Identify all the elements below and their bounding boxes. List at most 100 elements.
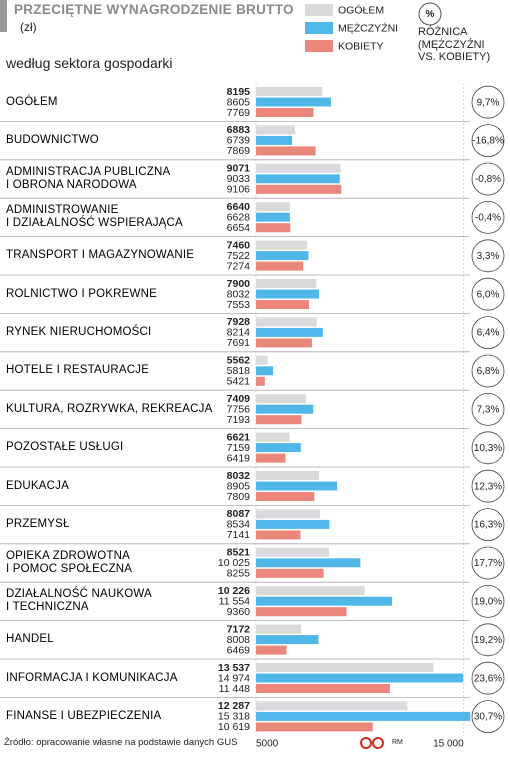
value-label: 8008 (227, 634, 251, 646)
value-label: 7553 (227, 299, 251, 311)
value-label: 7756 (227, 403, 251, 415)
difference-circle (471, 354, 505, 388)
difference-circle (471, 316, 505, 350)
bar (256, 596, 393, 606)
legend-label: MĘŻCZYŹNI (338, 21, 398, 34)
bar (256, 338, 312, 348)
value-label: 7691 (227, 337, 251, 349)
category-label: HANDEL (6, 633, 54, 646)
value-label: 5421 (227, 376, 251, 388)
value-label: 14 974 (218, 672, 250, 684)
legend-swatch (305, 40, 333, 52)
value-label: 15 318 (218, 711, 250, 723)
bar (256, 711, 471, 721)
category-label: RYNEK NIERUCHOMOŚCI (6, 326, 152, 339)
category-label: ADMINISTROWANIE I DZIAŁALNOŚĆ WSPIERAJĄC… (6, 204, 183, 230)
difference-label: 17,7% (474, 558, 502, 569)
difference-label: 19,2% (474, 635, 502, 646)
difference-label: 19,0% (474, 597, 502, 608)
value-label: 8605 (227, 96, 251, 108)
value-label: 11 448 (219, 683, 250, 695)
category-label: OGÓŁEM (6, 95, 58, 108)
bar (256, 415, 302, 425)
bar (256, 701, 408, 711)
value-label: 9106 (227, 184, 251, 196)
bar (256, 645, 287, 655)
value-label: 10 619 (218, 721, 250, 733)
category-label: ROLNICTWO I POKREWNE (6, 287, 157, 300)
value-label: 6640 (227, 201, 251, 213)
value-label: 8214 (227, 327, 251, 339)
bar (256, 125, 296, 135)
difference-circle (471, 585, 505, 618)
value-label: 11 554 (219, 595, 250, 607)
difference-circle (471, 546, 505, 580)
value-label: 7869 (227, 145, 251, 157)
difference-label: 10,3% (474, 443, 502, 454)
bar (256, 404, 314, 414)
bar (256, 317, 317, 327)
value-label: 7900 (227, 278, 251, 290)
legend-swatch (305, 4, 333, 16)
value-label: 5818 (227, 365, 251, 377)
category-label: ADMINISTRACJA PUBLICZNA I OBRONA NARODOW… (6, 165, 171, 191)
value-label: 6654 (227, 222, 251, 234)
value-label: 13 537 (218, 662, 250, 674)
value-label: 8087 (227, 508, 251, 520)
difference-label: 9,7% (477, 97, 500, 108)
value-label: 8255 (227, 568, 251, 580)
category-label: TRANSPORT I MAGAZYNOWANIE (6, 249, 195, 262)
difference-icon (418, 2, 442, 26)
legend-label: OGÓŁEM (338, 3, 384, 16)
bar (256, 530, 301, 540)
bar (256, 184, 342, 194)
bar (256, 481, 338, 491)
legend-label: KOBIETY (338, 40, 384, 52)
value-label: 10 226 (218, 585, 250, 597)
category-label: BUDOWNICTWO (6, 134, 99, 147)
value-label: 5562 (227, 355, 251, 367)
value-label: 7159 (227, 442, 251, 454)
difference-circle (471, 431, 505, 465)
bar (256, 607, 347, 617)
value-label: 12 287 (218, 700, 250, 712)
bar (256, 240, 308, 250)
difference-label: 12,3% (474, 481, 502, 492)
bar (256, 108, 314, 117)
difference-label: 30,7% (474, 712, 502, 723)
bar (256, 261, 304, 271)
value-label: 7172 (227, 623, 251, 635)
difference-label: -0,8% (475, 174, 501, 185)
bar (256, 547, 330, 557)
difference-circle (471, 469, 505, 503)
bar (256, 87, 323, 96)
bar (256, 558, 361, 568)
difference-label: -16,8% (472, 136, 504, 147)
value-label: 10 025 (218, 557, 250, 569)
bar (256, 443, 301, 453)
category-label: POZOSTAŁE USŁUGI (6, 441, 124, 454)
bar (256, 471, 319, 480)
value-label: 6739 (227, 135, 251, 147)
value-label: 8195 (227, 86, 251, 98)
bar (256, 174, 340, 184)
title-accent (0, 0, 7, 32)
bar (256, 509, 321, 519)
difference-circle (471, 661, 505, 695)
value-label: 8534 (227, 519, 251, 531)
bar (256, 135, 293, 145)
value-label: 6419 (227, 452, 251, 464)
bar (256, 355, 268, 365)
value-label: 7809 (227, 491, 251, 503)
bar (256, 251, 309, 261)
difference-circle (471, 85, 505, 119)
value-label: 6469 (227, 644, 251, 656)
category-label: INFORMACJA I KOMUNIKACJA (6, 671, 178, 684)
credit: RM (392, 739, 403, 746)
bar (256, 163, 341, 173)
value-label: 6621 (227, 431, 251, 443)
difference-circle (471, 124, 505, 158)
difference-circle (471, 700, 505, 733)
